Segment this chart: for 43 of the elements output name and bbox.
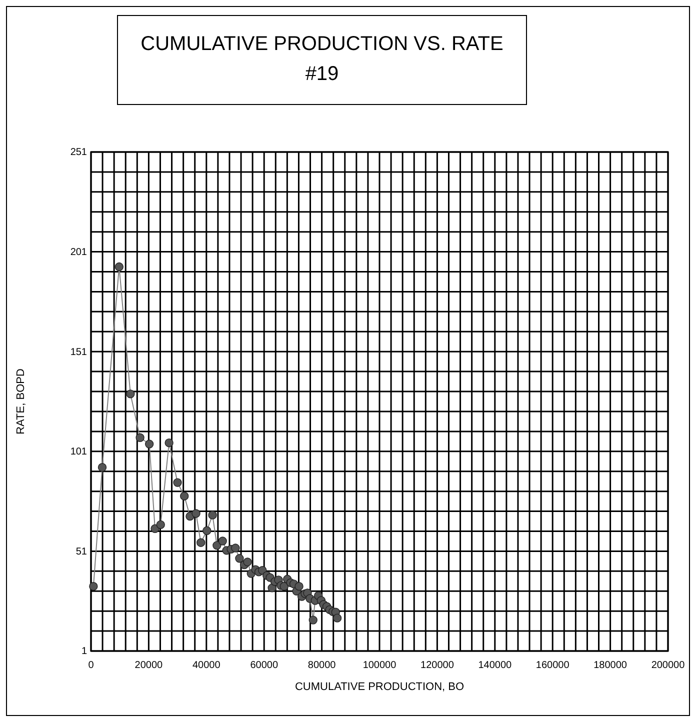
point bbox=[114, 262, 124, 272]
point bbox=[89, 582, 98, 591]
x-tick-label: 140000 bbox=[478, 660, 512, 672]
point bbox=[98, 463, 107, 472]
point bbox=[243, 558, 252, 566]
point bbox=[180, 492, 189, 500]
x-tick-label: 120000 bbox=[420, 660, 454, 672]
x-tick-label: 60000 bbox=[250, 660, 278, 672]
y-tick-label: 151 bbox=[70, 346, 88, 358]
point bbox=[126, 390, 135, 398]
y-tick-label: 101 bbox=[70, 446, 88, 458]
point bbox=[196, 538, 206, 547]
y-tick-label: 51 bbox=[76, 546, 88, 558]
x-tick-label: 80000 bbox=[308, 660, 336, 672]
x-tick-label: 0 bbox=[88, 660, 94, 672]
point bbox=[231, 544, 240, 552]
point bbox=[294, 582, 304, 591]
point bbox=[280, 582, 288, 591]
y-tick-label: 201 bbox=[70, 247, 88, 258]
point bbox=[192, 509, 200, 518]
x-tick-label: 20000 bbox=[134, 660, 164, 672]
y-tick-label: 1 bbox=[81, 646, 88, 658]
chart-title: CUMULATIVE PRODUCTION VS. RATE #19 bbox=[140, 33, 504, 85]
point bbox=[202, 526, 212, 535]
x-tick-label: 180000 bbox=[594, 660, 628, 672]
point bbox=[136, 433, 144, 442]
x-tick-label: 200000 bbox=[651, 660, 686, 672]
x-tick-label: 160000 bbox=[536, 660, 570, 672]
point bbox=[173, 478, 182, 487]
point bbox=[212, 541, 222, 550]
point bbox=[308, 616, 318, 624]
y-axis-title: RATE, BOPD bbox=[15, 368, 27, 434]
x-tick-label: 100000 bbox=[362, 660, 397, 672]
point bbox=[164, 438, 174, 448]
x-axis-title: CUMULATIVE PRODUCTION, BO bbox=[294, 681, 464, 693]
point bbox=[332, 614, 342, 622]
x-tick-label: 40000 bbox=[192, 660, 221, 672]
point bbox=[208, 510, 217, 520]
point bbox=[218, 536, 227, 546]
point bbox=[144, 440, 154, 448]
point bbox=[156, 520, 165, 529]
y-tick-label: 251 bbox=[70, 147, 88, 158]
point bbox=[235, 554, 244, 563]
